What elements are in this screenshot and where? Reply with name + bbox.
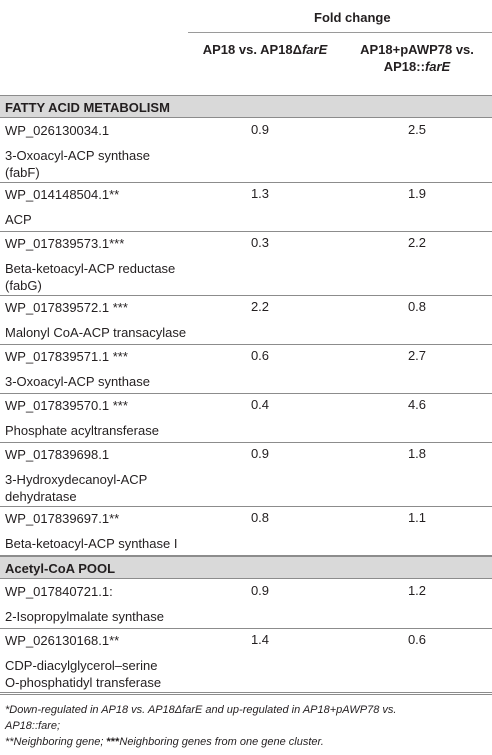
footnote-line-3b: *** xyxy=(106,736,120,748)
fold-change-value-2: 0.8 xyxy=(407,299,427,314)
footnote-1: *Down-regulated in AP18 vs. AP18ΔfarE an… xyxy=(5,702,487,750)
fold-change-value-1: 0.9 xyxy=(250,446,270,461)
column-header-2-line2: AP18:: xyxy=(383,59,425,74)
gene-description: ACP xyxy=(5,211,32,227)
header-divider xyxy=(188,32,492,33)
column-header-2-line1: AP18+pAWP78 vs. xyxy=(360,42,474,57)
gene-description: O-phosphatidyl transferase xyxy=(5,674,162,690)
gene-description: dehydratase xyxy=(5,488,77,504)
fold-change-value-1: 1.4 xyxy=(250,632,270,647)
row-divider xyxy=(0,344,492,345)
gene-id: WP_017839698.1 xyxy=(5,447,110,462)
fold-change-value-2: 2.2 xyxy=(407,235,427,250)
gene-id: WP_026130034.1 xyxy=(5,123,110,138)
row-divider xyxy=(0,628,492,629)
section-header: FATTY ACID METABOLISM xyxy=(0,95,492,118)
gene-description: Beta-ketoacyl-ACP synthase I xyxy=(5,535,178,551)
column-header-1-text: AP18 vs. AP18Δ xyxy=(202,42,302,57)
row-divider xyxy=(0,692,492,693)
fold-change-value-2: 2.5 xyxy=(407,122,427,137)
column-header-1: AP18 vs. AP18ΔfarE xyxy=(190,41,340,58)
gene-description: (fabG) xyxy=(5,277,42,293)
fold-change-value-1: 2.2 xyxy=(250,299,270,314)
gene-description: 3-Oxoacyl-ACP synthase xyxy=(5,373,150,389)
footnote-line-3a: **Neighboring gene; xyxy=(5,736,107,748)
row-divider xyxy=(0,295,492,296)
section-header: Acetyl-CoA POOL xyxy=(0,556,492,579)
gene-id: WP_017840721.1: xyxy=(5,584,113,599)
footnote-line-2: AP18::fare; xyxy=(5,720,61,732)
gene-id: WP_017839573.1*** xyxy=(5,236,125,251)
gene-id: WP_026130168.1** xyxy=(5,633,120,648)
fold-change-value-2: 4.6 xyxy=(407,397,427,412)
gene-description: Beta-ketoacyl-ACP reductase xyxy=(5,260,176,276)
fold-change-value-1: 0.6 xyxy=(250,348,270,363)
gene-id: WP_014148504.1** xyxy=(5,187,120,202)
section-title: FATTY ACID METABOLISM xyxy=(5,100,170,115)
gene-description: (fabF) xyxy=(5,164,40,180)
fold-change-value-2: 1.8 xyxy=(407,446,427,461)
fold-change-value-2: 1.1 xyxy=(407,510,427,525)
fold-change-value-2: 0.6 xyxy=(407,632,427,647)
fold-change-value-1: 1.3 xyxy=(250,186,270,201)
column-header-2-italic: farE xyxy=(424,59,451,74)
footnote-line-1: *Down-regulated in AP18 vs. AP18ΔfarE an… xyxy=(5,704,397,716)
row-divider xyxy=(0,231,492,232)
row-divider xyxy=(0,506,492,507)
gene-description: Phosphate acyltransferase xyxy=(5,422,159,438)
fold-change-value-1: 0.9 xyxy=(250,583,270,598)
table-bottom-rule xyxy=(0,694,492,695)
fold-change-value-2: 1.9 xyxy=(407,186,427,201)
gene-id: WP_017839571.1 *** xyxy=(5,349,128,364)
gene-id: WP_017839570.1 *** xyxy=(5,398,128,413)
row-divider xyxy=(0,442,492,443)
gene-description: 3-Hydroxydecanoyl-ACP xyxy=(5,471,148,487)
row-divider xyxy=(0,393,492,394)
fold-change-header: Fold change xyxy=(0,10,492,28)
gene-description: Malonyl CoA-ACP transacylase xyxy=(5,324,187,340)
fold-change-value-2: 2.7 xyxy=(407,348,427,363)
row-divider xyxy=(0,555,492,556)
column-header-1-italic: farE xyxy=(301,42,328,57)
gene-description: 2-Isopropylmalate synthase xyxy=(5,608,164,624)
fold-change-value-1: 0.8 xyxy=(250,510,270,525)
section-title: Acetyl-CoA POOL xyxy=(5,561,116,576)
fold-change-value-1: 0.9 xyxy=(250,122,270,137)
gene-description: 3-Oxoacyl-ACP synthase xyxy=(5,147,150,163)
gene-id: WP_017839697.1** xyxy=(5,511,120,526)
fold-change-value-1: 0.4 xyxy=(250,397,270,412)
footnote-line-3c: Neighboring genes from one gene cluster. xyxy=(119,736,324,748)
row-divider xyxy=(0,182,492,183)
fold-change-label: Fold change xyxy=(314,10,391,25)
gene-id: WP_017839572.1 *** xyxy=(5,300,128,315)
column-header-2: AP18+pAWP78 vs. AP18::farE xyxy=(342,41,492,75)
gene-description: CDP-diacylglycerol–serine xyxy=(5,657,158,673)
fold-change-value-2: 1.2 xyxy=(407,583,427,598)
fold-change-value-1: 0.3 xyxy=(250,235,270,250)
